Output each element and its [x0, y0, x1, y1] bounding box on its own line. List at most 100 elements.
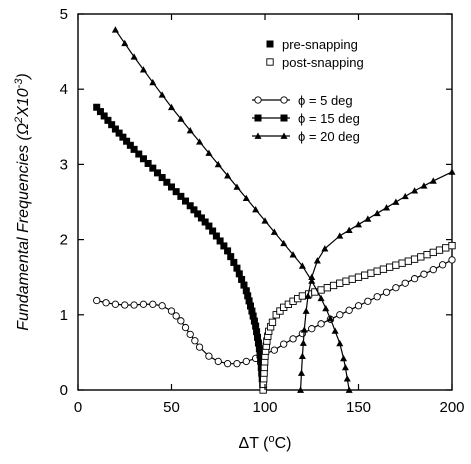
series-point: [448, 241, 456, 250]
series-point: [438, 261, 447, 269]
legend-marker-label: pre-snapping: [282, 37, 358, 52]
series-line: [96, 106, 264, 391]
legend-series-swatch: [280, 132, 288, 139]
series-point: [386, 263, 394, 271]
x-axis-label: ΔT (oC): [239, 433, 292, 452]
series-point: [302, 307, 310, 314]
y-tick-label: 5: [60, 6, 68, 23]
series-point: [177, 192, 185, 200]
legend-series-label: ϕ = 20 deg: [298, 129, 360, 144]
series-0: [93, 256, 456, 368]
y-axis-label-sup2: -3: [13, 78, 25, 89]
series-point: [442, 244, 450, 252]
series-point: [329, 281, 338, 290]
series-point: [168, 183, 176, 191]
legend-series-swatch: [280, 96, 288, 104]
legend-marker-swatch: [266, 40, 274, 48]
series-point: [158, 174, 166, 182]
series-point: [435, 246, 444, 254]
x-axis-label-end: C): [275, 435, 292, 452]
series-point: [104, 116, 112, 124]
series-point: [336, 279, 344, 287]
series-point: [172, 312, 180, 320]
series-point: [205, 352, 213, 360]
series-point: [242, 357, 250, 366]
series-point: [383, 204, 391, 211]
series-point: [197, 214, 205, 222]
x-tick-label: 50: [163, 399, 180, 416]
legend-series-label: ϕ = 15 deg: [298, 111, 360, 126]
series-point: [130, 301, 138, 309]
series-point: [139, 300, 148, 308]
series-point: [252, 206, 260, 213]
series-point: [214, 357, 222, 366]
y-axis: 0 1 2 3 4 5: [60, 6, 452, 399]
y-tick-label: 2: [60, 232, 68, 249]
series-point: [216, 237, 224, 245]
series-point: [321, 245, 329, 252]
y-axis-label-sup1: 2: [13, 117, 25, 124]
series-point: [336, 339, 344, 347]
series-point: [130, 53, 138, 60]
series-point: [158, 302, 166, 310]
series-point: [317, 294, 325, 302]
series-point: [299, 339, 307, 346]
series-point: [144, 159, 152, 167]
series-point: [268, 318, 277, 326]
series-point: [167, 103, 176, 111]
series-point: [194, 210, 202, 218]
series-3: [111, 26, 353, 393]
series-point: [410, 255, 419, 263]
series-point: [373, 293, 381, 301]
x-tick-label: 150: [346, 399, 371, 416]
series-point: [126, 141, 134, 149]
legend-marker-swatch: [266, 58, 274, 66]
series-point: [172, 188, 180, 196]
series-point: [121, 301, 129, 309]
series-point: [186, 202, 194, 210]
series-point: [361, 271, 369, 279]
series-4: [297, 168, 456, 393]
y-axis-label-end: ): [15, 73, 32, 80]
series-point: [186, 330, 194, 339]
series-point: [317, 286, 325, 294]
legend-series-swatch: [254, 132, 262, 139]
y-axis-label: Fundamental Frequencies (Ω2X10-3): [13, 73, 32, 331]
series-point: [297, 386, 305, 393]
series-point: [448, 256, 456, 264]
series-point: [448, 168, 456, 175]
series-point: [270, 346, 278, 354]
series-point: [345, 226, 353, 234]
series-point: [392, 198, 400, 205]
series-point: [227, 253, 235, 261]
series-point: [167, 307, 176, 315]
series-point: [341, 363, 349, 371]
series-point: [340, 354, 348, 362]
series-point: [272, 311, 280, 319]
series-point: [336, 311, 344, 319]
series-point: [401, 279, 409, 287]
series-point: [289, 335, 297, 343]
series-point: [163, 178, 171, 186]
y-tick-label: 4: [60, 81, 68, 98]
series-point: [224, 247, 232, 255]
series-point: [149, 164, 157, 172]
series-point: [404, 257, 413, 265]
legend-series-swatch: [254, 114, 262, 122]
series-point: [190, 206, 198, 214]
series-point: [223, 360, 232, 368]
series-point: [209, 227, 217, 235]
series-point: [182, 197, 190, 205]
series-point: [233, 183, 241, 190]
series-point: [331, 327, 339, 334]
series-point: [242, 194, 250, 202]
series-point: [342, 277, 350, 285]
x-tick-label: 0: [74, 399, 82, 416]
series-point: [261, 217, 269, 224]
series-point: [276, 307, 284, 315]
series-point: [308, 325, 316, 333]
series-point: [111, 300, 120, 308]
series-point: [313, 257, 321, 264]
series-point: [420, 182, 428, 189]
series-point: [300, 326, 308, 333]
